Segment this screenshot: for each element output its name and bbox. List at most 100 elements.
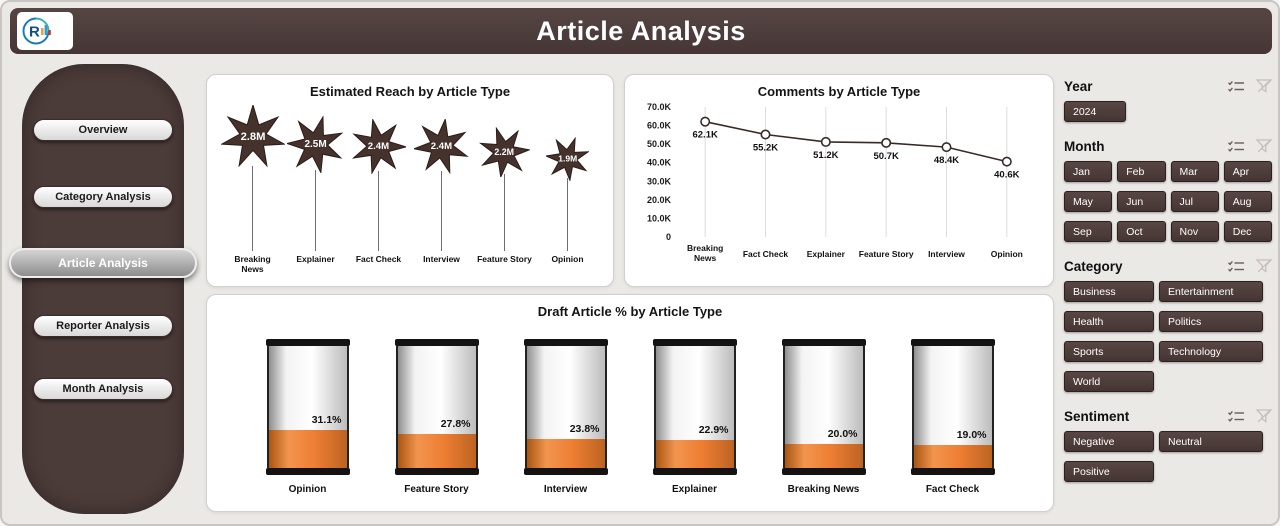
category-option-politics[interactable]: Politics	[1159, 311, 1263, 332]
clear-filter-icon[interactable]	[1256, 409, 1272, 423]
category-slicer-title: Category	[1064, 258, 1123, 274]
sentiment-option-neutral[interactable]: Neutral	[1159, 431, 1263, 452]
clear-filter-icon[interactable]	[1256, 139, 1272, 153]
category-option-world[interactable]: World	[1064, 371, 1154, 392]
draft-category-label: Breaking News	[787, 484, 860, 495]
sentiment-slicer-icons	[1227, 409, 1272, 423]
star-value-label: 2.8M	[240, 131, 265, 143]
x-axis-label: Fact Check	[743, 249, 789, 259]
battery-gauge[interactable]: 27.8%	[394, 339, 479, 475]
battery-gauge[interactable]: 22.9%	[652, 339, 737, 475]
sentiment-option-positive[interactable]: Positive	[1064, 461, 1154, 482]
sidebar-item-reporter-analysis[interactable]: Reporter Analysis	[33, 315, 173, 337]
page-title: Article Analysis	[536, 16, 746, 46]
data-point[interactable]	[820, 136, 831, 147]
month-option-jun[interactable]: Jun	[1117, 191, 1166, 212]
gauge-cap	[394, 339, 479, 346]
month-option-mar[interactable]: Mar	[1170, 161, 1219, 182]
checklist-icon[interactable]	[1227, 260, 1245, 273]
month-option-feb[interactable]: Feb	[1117, 161, 1166, 182]
star-marker[interactable]: 2.4M	[351, 119, 406, 175]
gauge-cap	[523, 339, 608, 346]
sidebar-item-article-analysis[interactable]: Article Analysis	[9, 248, 197, 278]
sidebar-item-month-analysis[interactable]: Month Analysis	[33, 378, 173, 400]
year-slicer-title: Year	[1064, 78, 1093, 94]
data-point[interactable]	[700, 116, 711, 127]
gauge-cap	[781, 339, 866, 346]
y-axis-tick: 50.0K	[647, 139, 672, 149]
data-label: 62.1K	[692, 130, 717, 141]
sidebar-item-overview[interactable]: Overview	[33, 119, 173, 141]
star-stem	[378, 171, 379, 251]
category-option-entertainment[interactable]: Entertainment	[1159, 281, 1263, 302]
gauge-value-label: 31.1%	[311, 414, 342, 427]
month-option-dec[interactable]: Dec	[1223, 221, 1272, 242]
month-option-may[interactable]: May	[1064, 191, 1113, 212]
draft-category-label: Interview	[543, 484, 588, 495]
sidebar-nav: Overview Category Analysis Article Analysi…	[9, 64, 197, 514]
reach-category-label: Interview	[423, 254, 460, 264]
year-slicer-header: Year	[1064, 76, 1272, 96]
year-option-2024[interactable]: 2024	[1064, 101, 1126, 122]
data-point[interactable]	[760, 129, 771, 140]
x-axis-label: Opinion	[991, 249, 1023, 259]
month-option-apr[interactable]: Apr	[1223, 161, 1272, 182]
y-axis-tick: 70.0K	[647, 102, 672, 112]
data-label: 55.2K	[753, 142, 778, 153]
data-point[interactable]	[941, 142, 952, 153]
star-marker[interactable]: 2.2M	[479, 126, 530, 177]
gauge-fill	[397, 434, 476, 468]
year-options: 2024	[1064, 101, 1272, 122]
gauge-cap	[781, 468, 866, 475]
battery-gauge[interactable]: 23.8%	[523, 339, 608, 475]
star-value-label: 2.4M	[431, 141, 452, 152]
month-option-nov[interactable]: Nov	[1170, 221, 1219, 242]
gauge-fill	[784, 443, 863, 468]
category-option-health[interactable]: Health	[1064, 311, 1154, 332]
sentiment-slicer-header: Sentiment	[1064, 406, 1272, 426]
draft-category-label: Feature Story	[404, 484, 469, 495]
month-option-oct[interactable]: Oct	[1117, 221, 1166, 242]
star-marker[interactable]: 1.9M	[545, 137, 590, 181]
battery-gauge[interactable]: 19.0%	[910, 339, 995, 475]
category-option-business[interactable]: Business	[1064, 281, 1154, 302]
sidebar-item-category-analysis[interactable]: Category Analysis	[33, 186, 173, 208]
star-marker[interactable]: 2.8M	[220, 105, 285, 169]
data-point[interactable]	[881, 137, 892, 148]
category-option-sports[interactable]: Sports	[1064, 341, 1154, 362]
sentiment-slicer-title: Sentiment	[1064, 408, 1130, 424]
reach-column: 1.9M Opinion	[536, 105, 599, 282]
data-point[interactable]	[1001, 156, 1012, 167]
reach-category-label: Fact Check	[355, 254, 402, 264]
clear-filter-icon[interactable]	[1256, 79, 1272, 93]
battery-gauge[interactable]: 20.0%	[781, 339, 866, 475]
star-marker[interactable]: 2.4M	[414, 119, 469, 175]
checklist-icon[interactable]	[1227, 80, 1245, 93]
month-option-jan[interactable]: Jan	[1064, 161, 1113, 182]
star-marker[interactable]: 2.5M	[286, 115, 344, 173]
gauge-cap	[910, 339, 995, 346]
category-slicer: Category Business Entertainment Health Poli…	[1064, 256, 1272, 392]
checklist-icon[interactable]	[1227, 140, 1245, 153]
gauge-value-label: 27.8%	[440, 418, 471, 431]
gauge-value-label: 19.0%	[956, 428, 987, 441]
draft-column: 23.8% Interview	[501, 339, 630, 495]
reach-column: 2.4M Interview	[410, 105, 473, 282]
star-value-label: 2.4M	[368, 141, 389, 152]
month-option-sep[interactable]: Sep	[1064, 221, 1113, 242]
gauge-cap	[265, 339, 350, 346]
checklist-icon[interactable]	[1227, 410, 1245, 423]
month-option-jul[interactable]: Jul	[1170, 191, 1219, 212]
filter-panel: Year 2024 Month	[1064, 76, 1272, 496]
gauge-fill	[526, 438, 605, 468]
comments-chart-card: Comments by Article Type 70.0K 60.0K 50.0K…	[624, 74, 1054, 287]
battery-gauge[interactable]: 31.1%	[265, 339, 350, 475]
draft-chart-title: Draft Article % by Article Type	[537, 304, 723, 319]
category-option-technology[interactable]: Technology	[1159, 341, 1263, 362]
x-axis-label: News	[694, 253, 716, 263]
reach-category-label: Breaking News	[234, 254, 271, 275]
month-option-aug[interactable]: Aug	[1223, 191, 1272, 212]
sentiment-option-negative[interactable]: Negative	[1064, 431, 1154, 452]
clear-filter-icon[interactable]	[1256, 259, 1272, 273]
